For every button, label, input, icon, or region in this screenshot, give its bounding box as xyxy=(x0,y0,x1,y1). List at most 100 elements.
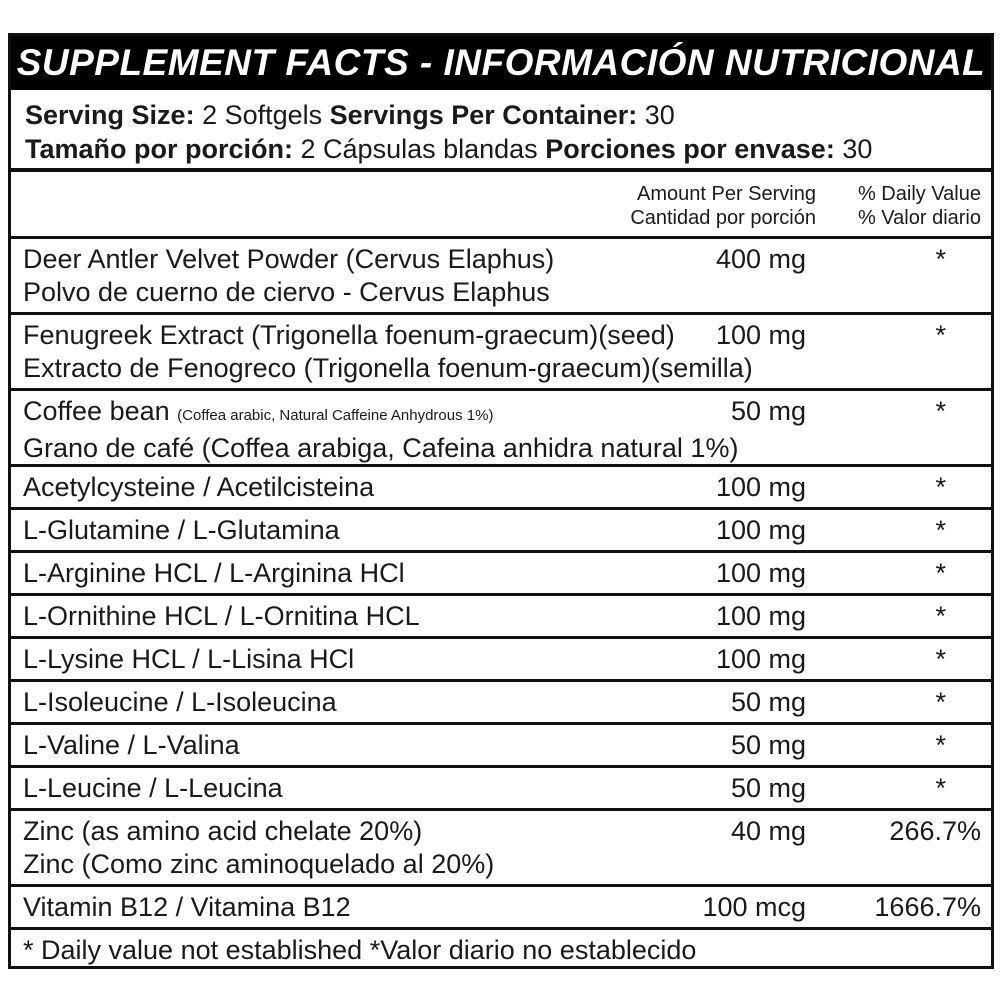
ingredient-amount: 100 mcg xyxy=(702,892,806,922)
ingredient-name-text: Extracto de Fenogreco (Trigonella foenum… xyxy=(23,353,753,383)
supplement-facts-panel: SUPPLEMENT FACTS - INFORMACIÓN NUTRICION… xyxy=(8,33,994,969)
ingredient-daily-value: * xyxy=(935,558,946,588)
ingredient-name-text: L-Valine / L-Valina xyxy=(23,730,240,760)
ingredient-detail: (Coffea arabic, Natural Caffeine Anhydro… xyxy=(177,407,494,424)
ingredient-name-line: Coffee bean (Coffea arabic, Natural Caff… xyxy=(23,395,738,432)
ingredient-name: Deer Antler Velvet Powder (Cervus Elaphu… xyxy=(23,243,554,309)
ingredient-name-line: L-Valine / L-Valina xyxy=(23,729,240,762)
ingredient-name-text: L-Arginine HCL / L-Arginina HCl xyxy=(23,558,405,588)
ingredient-name-line: Acetylcysteine / Acetilcisteina xyxy=(23,471,374,504)
servings-per-container-value: 30 xyxy=(644,100,675,130)
ingredient-amount: 100 mg xyxy=(715,320,806,350)
servings-per-container-value-es: 30 xyxy=(842,134,873,164)
ingredient-name: Coffee bean (Coffea arabic, Natural Caff… xyxy=(23,395,738,465)
ingredient-name: Acetylcysteine / Acetilcisteina xyxy=(23,471,374,504)
ingredient-row: Zinc (as amino acid chelate 20%) Zinc (Co… xyxy=(11,811,991,887)
panel-title: SUPPLEMENT FACTS - INFORMACIÓN NUTRICION… xyxy=(11,36,991,90)
ingredient-name: Zinc (as amino acid chelate 20%) Zinc (Co… xyxy=(23,815,494,881)
ingredient-name-line: Zinc (as amino acid chelate 20%) xyxy=(23,815,494,848)
ingredient-daily-value: * xyxy=(935,730,946,760)
ingredient-name: L-Ornithine HCL / L-Ornitina HCL xyxy=(23,600,420,633)
ingredient-daily-value: 266.7% xyxy=(889,816,981,846)
ingredient-name: L-Glutamine / L-Glutamina xyxy=(23,514,340,547)
ingredient-row: Fenugreek Extract (Trigonella foenum-gra… xyxy=(11,315,991,391)
servings-per-container-label: Servings Per Container: xyxy=(329,100,638,130)
ingredient-daily-value: * xyxy=(935,515,946,545)
ingredient-name-line: L-Glutamine / L-Glutamina xyxy=(23,514,340,547)
dv-header-en: % Daily Value xyxy=(857,183,981,205)
ingredient-row: L-Isoleucine / L-Isoleucina 50 mg * xyxy=(11,682,991,725)
ingredient-name-line: L-Arginine HCL / L-Arginina HCl xyxy=(23,557,405,590)
ingredient-name-text: Zinc (Como zinc aminoquelado al 20%) xyxy=(23,849,495,879)
serving-size-value-es: 2 Cápsulas blandas xyxy=(300,134,538,164)
ingredient-daily-value: * xyxy=(935,773,946,803)
ingredient-amount: 400 mg xyxy=(715,244,806,274)
ingredient-name-line: Fenugreek Extract (Trigonella foenum-gra… xyxy=(23,319,753,352)
ingredient-amount: 100 mg xyxy=(715,558,806,588)
ingredient-name: Vitamin B12 / Vitamina B12 xyxy=(23,891,351,924)
ingredient-row: L-Ornithine HCL / L-Ornitina HCL 100 mg * xyxy=(11,596,991,639)
ingredient-row: L-Valine / L-Valina 50 mg * xyxy=(11,725,991,768)
ingredient-name-line: L-Ornithine HCL / L-Ornitina HCL xyxy=(23,600,420,633)
serving-size-label-es: Tamaño por porción: xyxy=(25,134,293,164)
daily-value-header: % Daily Value % Valor diario xyxy=(858,182,981,230)
ingredient-daily-value: * xyxy=(935,244,946,274)
ingredient-daily-value: * xyxy=(935,396,946,426)
footnote: * Daily value not established *Valor dia… xyxy=(23,935,697,965)
ingredient-row: Deer Antler Velvet Powder (Cervus Elaphu… xyxy=(11,239,991,315)
ingredient-amount: 100 mg xyxy=(715,644,806,674)
amount-header: Amount Per Serving Cantidad por porción xyxy=(630,182,816,230)
ingredient-name-line: L-Leucine / L-Leucina xyxy=(23,772,283,805)
ingredient-name-text: Grano de café (Coffea arabiga, Cafeina a… xyxy=(23,433,739,463)
ingredient-name-line: L-Lysine HCL / L-Lisina HCl xyxy=(23,643,354,676)
ingredient-daily-value: 1666.7% xyxy=(874,892,981,922)
ingredient-amount: 100 mg xyxy=(715,515,806,545)
ingredient-amount: 100 mg xyxy=(715,601,806,631)
ingredient-row: Acetylcysteine / Acetilcisteina 100 mg * xyxy=(11,467,991,510)
ingredient-name-line: Polvo de cuerno de ciervo - Cervus Elaph… xyxy=(23,276,554,309)
serving-info: Serving Size: 2 Softgels Servings Per Co… xyxy=(11,90,991,172)
dv-header-es: % Valor diario xyxy=(857,207,981,229)
serving-size-value: 2 Softgels xyxy=(202,100,323,130)
ingredient-name: Fenugreek Extract (Trigonella foenum-gra… xyxy=(23,319,753,385)
ingredient-amount: 100 mg xyxy=(715,472,806,502)
serving-line-en: Serving Size: 2 Softgels Servings Per Co… xyxy=(25,98,977,132)
ingredient-daily-value: * xyxy=(935,320,946,350)
ingredient-row: L-Lysine HCL / L-Lisina HCl 100 mg * xyxy=(11,639,991,682)
ingredient-name-text: Acetylcysteine / Acetilcisteina xyxy=(23,472,375,502)
ingredient-name-line: L-Isoleucine / L-Isoleucina xyxy=(23,686,337,719)
ingredient-name: L-Isoleucine / L-Isoleucina xyxy=(23,686,337,719)
ingredient-name-text: Vitamin B12 / Vitamina B12 xyxy=(23,892,351,922)
ingredient-amount: 50 mg xyxy=(730,687,806,717)
ingredient-amount: 50 mg xyxy=(730,773,806,803)
ingredient-daily-value: * xyxy=(935,601,946,631)
ingredient-name-text: L-Lysine HCL / L-Lisina HCl xyxy=(23,644,355,674)
servings-per-container-label-es: Porciones por envase: xyxy=(545,134,835,164)
serving-size-label: Serving Size: xyxy=(25,100,195,130)
ingredient-name: L-Arginine HCL / L-Arginina HCl xyxy=(23,557,405,590)
ingredient-name-line: Zinc (Como zinc aminoquelado al 20%) xyxy=(23,848,494,881)
ingredient-name-text: Zinc (as amino acid chelate 20%) xyxy=(23,816,423,846)
ingredient-name-text: L-Leucine / L-Leucina xyxy=(23,773,283,803)
ingredient-daily-value: * xyxy=(935,472,946,502)
ingredient-daily-value: * xyxy=(935,687,946,717)
ingredient-name-line: Deer Antler Velvet Powder (Cervus Elaphu… xyxy=(23,243,554,276)
ingredient-name: L-Valine / L-Valina xyxy=(23,729,240,762)
ingredient-row: L-Arginine HCL / L-Arginina HCl 100 mg * xyxy=(11,553,991,596)
ingredient-amount: 40 mg xyxy=(730,816,806,846)
ingredient-name-text: Fenugreek Extract (Trigonella foenum-gra… xyxy=(23,320,675,350)
ingredient-name-text: Coffee bean xyxy=(23,396,170,426)
ingredient-name-text: L-Ornithine HCL / L-Ornitina HCL xyxy=(23,601,420,631)
ingredient-daily-value: * xyxy=(935,644,946,674)
ingredient-name-line: Vitamin B12 / Vitamina B12 xyxy=(23,891,351,924)
ingredient-amount: 50 mg xyxy=(730,396,806,426)
ingredient-name: L-Lysine HCL / L-Lisina HCl xyxy=(23,643,354,676)
ingredient-row: Vitamin B12 / Vitamina B12 100 mcg 1666.7% xyxy=(11,887,991,930)
ingredient-name-text: L-Isoleucine / L-Isoleucina xyxy=(23,687,337,717)
amount-header-es: Cantidad por porción xyxy=(630,207,816,229)
column-header: Amount Per Serving Cantidad por porción … xyxy=(11,176,991,239)
ingredient-name-text: L-Glutamine / L-Glutamina xyxy=(23,515,340,545)
amount-header-en: Amount Per Serving xyxy=(637,183,816,205)
serving-line-es: Tamaño por porción: 2 Cápsulas blandas P… xyxy=(25,132,977,166)
ingredient-row: Coffee bean (Coffea arabic, Natural Caff… xyxy=(11,391,991,467)
